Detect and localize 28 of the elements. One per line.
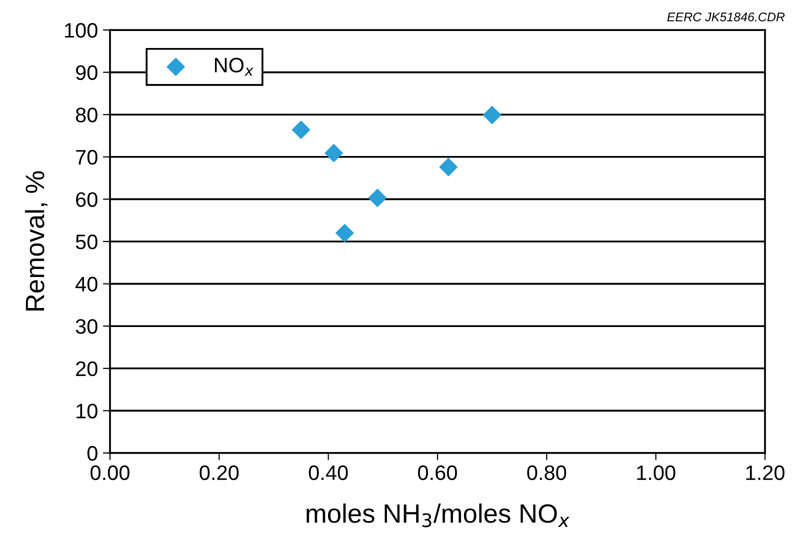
y-tick-label: 50 (76, 234, 98, 250)
x-tick-label: 0.00 (90, 465, 130, 480)
y-tick-label: 90 (76, 65, 98, 80)
y-tick-label: 10 (76, 404, 98, 418)
point (324, 144, 344, 162)
x-axis-title: moles NH$_{3}$/moles NO$_{x}$ (306, 504, 570, 528)
y-tick-label: 100 (65, 23, 98, 38)
x-tick-label: 0.20 (200, 465, 239, 480)
x-tick-label: 0.60 (418, 465, 457, 480)
point (335, 224, 354, 242)
point (292, 120, 310, 140)
y-tick-label: 0 (87, 446, 98, 461)
x-tick-label: 1.00 (637, 465, 676, 480)
y-tick-label: 80 (76, 108, 98, 122)
point (439, 158, 458, 176)
x-tick-label: 0.40 (308, 465, 348, 480)
y-tick-label: 30 (76, 319, 98, 334)
y-tick-label: 70 (76, 150, 98, 165)
y-tick-label: 20 (76, 361, 98, 376)
text: EERC JK51846.CDR (667, 12, 785, 22)
y-tick-label: 40 (76, 276, 98, 292)
point (368, 188, 387, 208)
y-axis-title: Removal, % (24, 171, 48, 310)
x-tick-label: 1.20 (746, 465, 784, 480)
legend-label: NO$_{x}$ (214, 58, 254, 76)
x-tick-label: 0.80 (527, 465, 566, 480)
y-tick-label: 60 (76, 192, 98, 207)
point (482, 106, 502, 124)
